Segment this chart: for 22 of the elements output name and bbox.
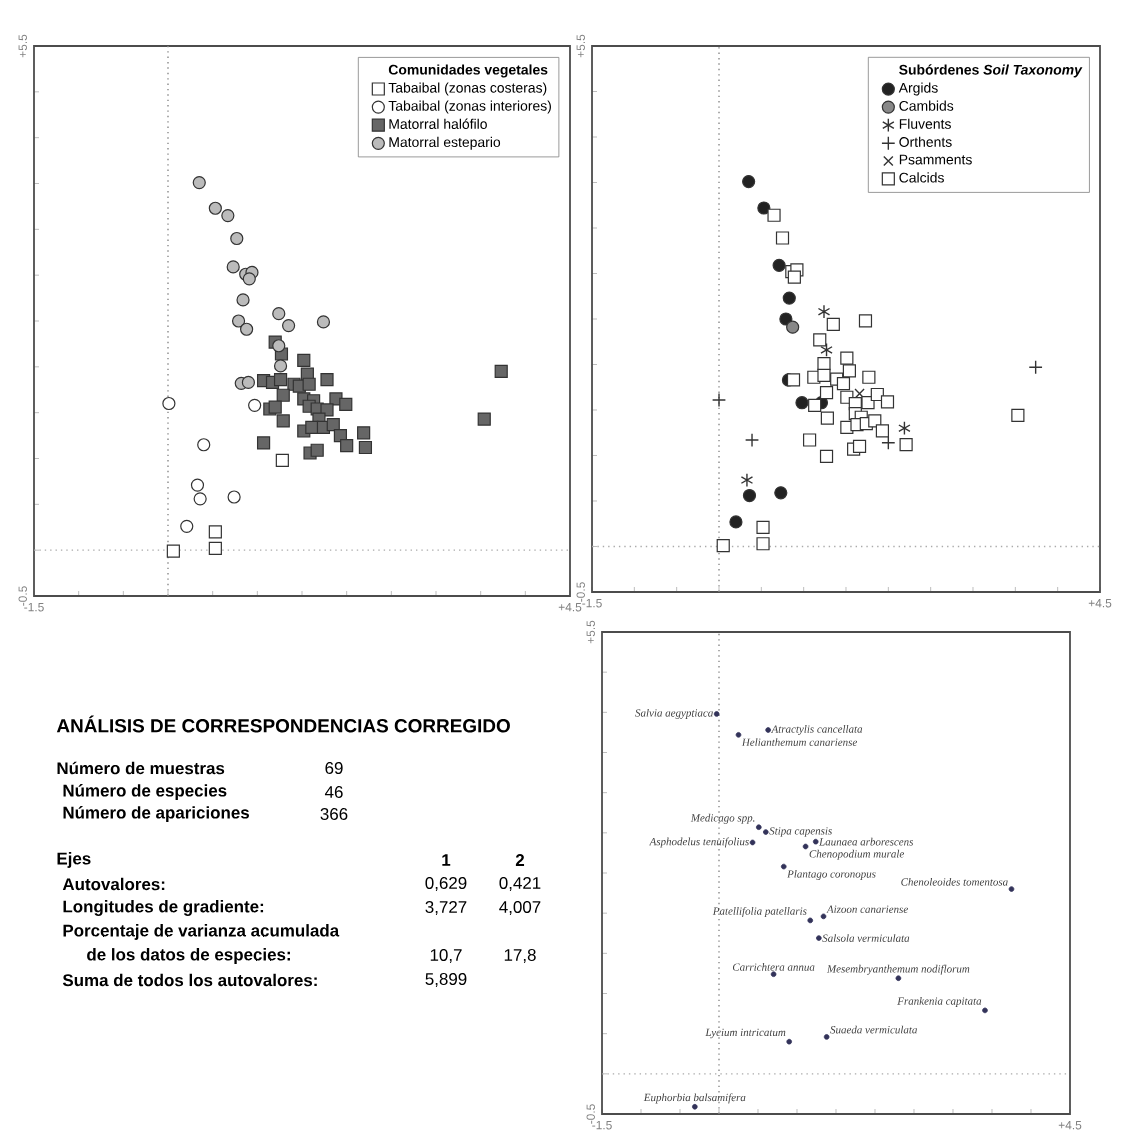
text: 17,8 bbox=[504, 949, 536, 963]
text: 69 bbox=[325, 762, 343, 774]
text: 0,421 bbox=[499, 877, 541, 891]
text: Ejes bbox=[57, 852, 91, 868]
text: Porcentaje de varianza acumulada bbox=[63, 924, 340, 940]
text: Suma de todos los autovalores: bbox=[62, 973, 317, 987]
text: 1 bbox=[442, 854, 451, 866]
text: 366 bbox=[320, 808, 348, 820]
text: 3,727 bbox=[425, 901, 467, 915]
text: 10,7 bbox=[430, 949, 462, 963]
text: Número de apariciones bbox=[63, 806, 249, 822]
text: Número de muestras bbox=[57, 761, 225, 775]
text: de los datos de especies: bbox=[87, 948, 290, 964]
text: 5,899 bbox=[425, 973, 467, 987]
text: Longitudes de gradiente: bbox=[63, 900, 264, 916]
text: 4,007 bbox=[499, 901, 541, 915]
text: Número de especies bbox=[63, 784, 227, 800]
text: Autovalores: bbox=[62, 877, 165, 891]
text: 0,629 bbox=[425, 877, 467, 891]
text: 46 bbox=[324, 786, 343, 798]
text: ANÁLISIS DE CORRESPONDENCIAS CORREGIDO bbox=[56, 715, 510, 733]
text: 2 bbox=[515, 854, 525, 866]
